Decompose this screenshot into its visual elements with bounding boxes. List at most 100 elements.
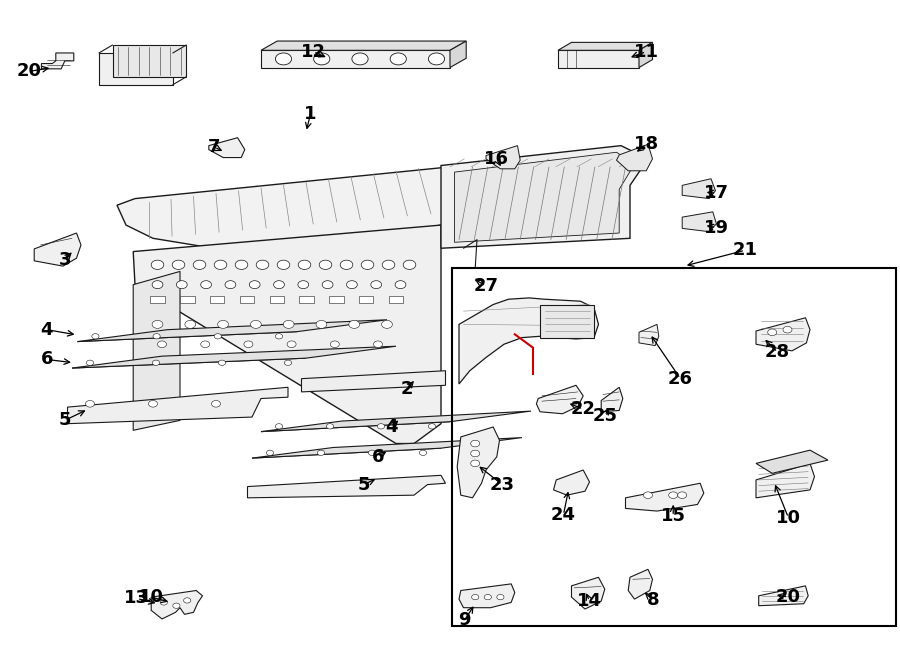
Polygon shape xyxy=(209,138,245,158)
Circle shape xyxy=(371,281,382,289)
Circle shape xyxy=(214,260,227,269)
Circle shape xyxy=(256,260,269,269)
Circle shape xyxy=(374,341,382,348)
Polygon shape xyxy=(41,53,74,69)
Circle shape xyxy=(160,600,167,605)
Circle shape xyxy=(148,401,157,407)
Polygon shape xyxy=(486,146,520,169)
Polygon shape xyxy=(72,346,396,368)
Circle shape xyxy=(320,260,332,269)
Text: 6: 6 xyxy=(40,350,53,369)
Circle shape xyxy=(86,401,94,407)
Circle shape xyxy=(361,260,374,269)
Text: 12: 12 xyxy=(301,42,326,61)
Text: 14: 14 xyxy=(577,592,602,610)
Circle shape xyxy=(151,260,164,269)
Bar xyxy=(300,296,314,303)
Text: 17: 17 xyxy=(704,184,729,203)
Circle shape xyxy=(244,341,253,348)
Circle shape xyxy=(184,598,191,603)
Circle shape xyxy=(644,492,652,498)
Text: 2: 2 xyxy=(400,380,413,399)
Bar xyxy=(359,296,374,303)
Polygon shape xyxy=(626,483,704,511)
Circle shape xyxy=(471,450,480,457)
Text: 10: 10 xyxy=(139,588,164,606)
Polygon shape xyxy=(441,146,648,248)
Bar xyxy=(150,296,165,303)
Circle shape xyxy=(471,440,480,447)
Text: 15: 15 xyxy=(661,507,686,526)
Polygon shape xyxy=(261,422,450,432)
Circle shape xyxy=(428,53,445,65)
Polygon shape xyxy=(133,271,180,430)
Circle shape xyxy=(368,450,375,455)
Polygon shape xyxy=(261,411,531,432)
Bar xyxy=(329,296,344,303)
Polygon shape xyxy=(572,577,605,609)
Circle shape xyxy=(152,360,159,365)
Circle shape xyxy=(214,334,221,339)
Polygon shape xyxy=(682,179,716,199)
Circle shape xyxy=(349,320,360,328)
Circle shape xyxy=(391,53,407,65)
Polygon shape xyxy=(639,324,659,346)
Circle shape xyxy=(497,594,504,600)
Polygon shape xyxy=(558,50,639,68)
Circle shape xyxy=(284,360,292,365)
Polygon shape xyxy=(34,233,81,266)
Circle shape xyxy=(218,320,229,328)
Circle shape xyxy=(382,320,392,328)
Text: 28: 28 xyxy=(765,343,790,361)
Circle shape xyxy=(298,281,309,289)
Text: 19: 19 xyxy=(704,218,729,237)
Text: 4: 4 xyxy=(385,418,398,436)
Polygon shape xyxy=(77,320,387,342)
Polygon shape xyxy=(133,225,441,444)
Circle shape xyxy=(92,334,99,339)
Polygon shape xyxy=(252,438,522,458)
Circle shape xyxy=(158,341,166,348)
Circle shape xyxy=(201,281,212,289)
Text: 27: 27 xyxy=(473,277,499,295)
Text: 8: 8 xyxy=(647,591,660,610)
Polygon shape xyxy=(302,371,446,392)
Circle shape xyxy=(249,281,260,289)
Polygon shape xyxy=(77,332,297,342)
Bar xyxy=(452,268,896,626)
Polygon shape xyxy=(99,53,173,85)
Circle shape xyxy=(669,492,678,498)
Polygon shape xyxy=(616,144,652,171)
Polygon shape xyxy=(450,41,466,68)
Text: 25: 25 xyxy=(592,406,617,425)
Text: 24: 24 xyxy=(551,506,576,524)
Circle shape xyxy=(235,260,248,269)
Polygon shape xyxy=(628,569,652,599)
Circle shape xyxy=(419,450,427,455)
Circle shape xyxy=(86,360,94,365)
Text: 26: 26 xyxy=(668,369,693,388)
Circle shape xyxy=(172,260,184,269)
Text: 22: 22 xyxy=(571,400,596,418)
Text: 3: 3 xyxy=(58,250,71,269)
Circle shape xyxy=(471,460,480,467)
Circle shape xyxy=(377,424,384,429)
Circle shape xyxy=(768,329,777,336)
Circle shape xyxy=(428,424,436,429)
Circle shape xyxy=(275,53,292,65)
Polygon shape xyxy=(261,50,450,68)
Bar xyxy=(389,296,403,303)
Circle shape xyxy=(153,334,160,339)
Polygon shape xyxy=(457,427,500,498)
Circle shape xyxy=(173,603,180,608)
Polygon shape xyxy=(459,298,598,384)
Polygon shape xyxy=(151,591,202,619)
Polygon shape xyxy=(536,385,583,414)
Text: 9: 9 xyxy=(458,611,471,630)
Circle shape xyxy=(275,424,283,429)
Circle shape xyxy=(184,320,195,328)
Text: 20: 20 xyxy=(776,588,801,606)
Circle shape xyxy=(678,492,687,498)
Text: 5: 5 xyxy=(357,475,370,494)
Text: 23: 23 xyxy=(490,475,515,494)
